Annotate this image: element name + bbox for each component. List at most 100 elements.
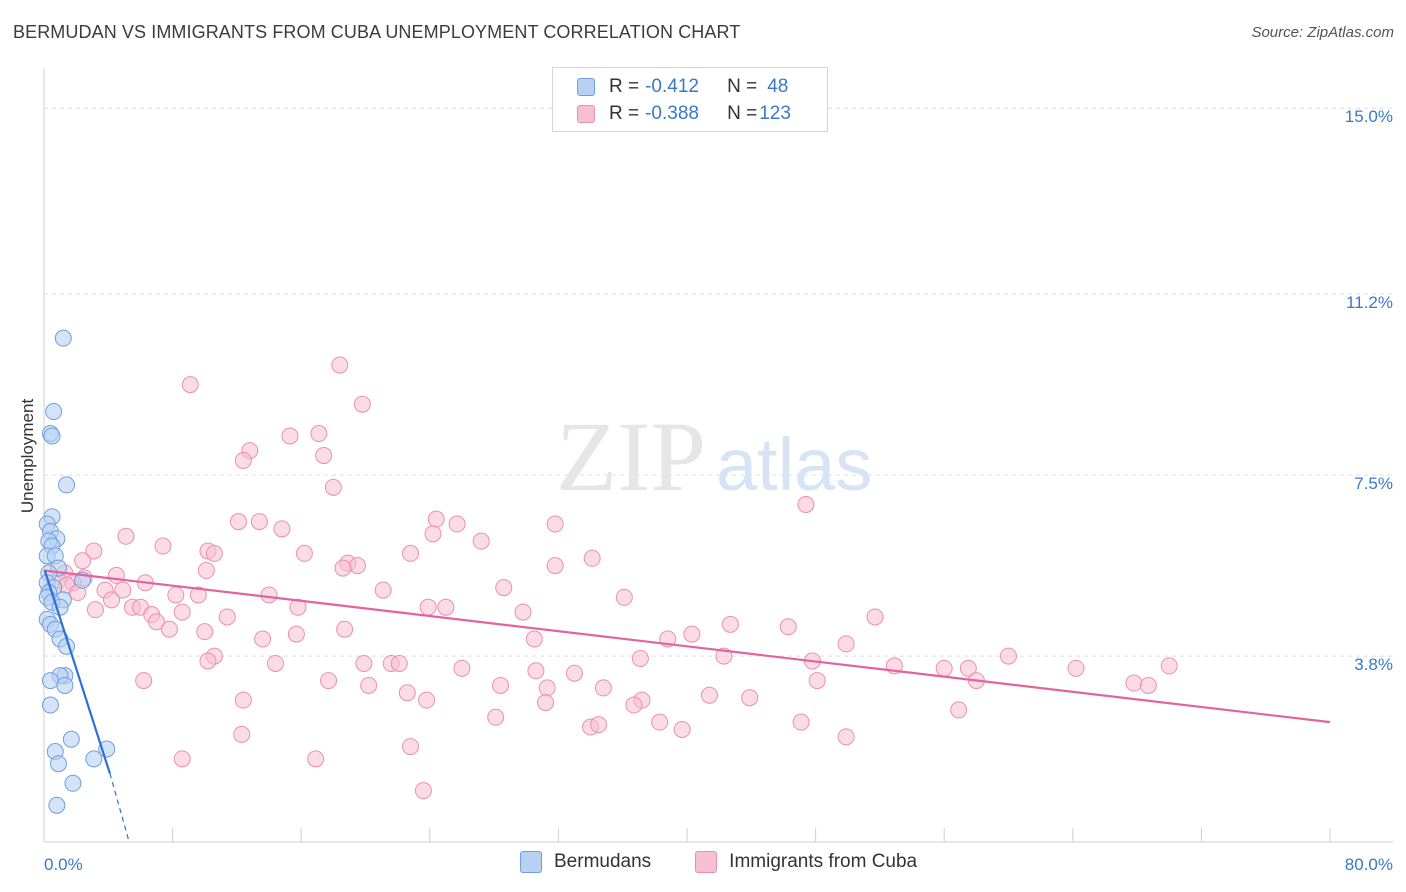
data-point-cuba [950, 701, 968, 719]
data-point-cuba [315, 447, 333, 465]
data-point-cuba [565, 664, 583, 682]
data-point-cuba [683, 625, 701, 643]
data-point-cuba [289, 598, 307, 616]
data-point-bermudans [85, 750, 103, 768]
data-point-cuba [546, 515, 564, 533]
data-point-cuba [360, 676, 378, 694]
watermark-atlas: atlas [716, 423, 872, 506]
data-point-cuba [196, 623, 214, 641]
data-point-cuba [437, 598, 455, 616]
data-point-cuba [189, 586, 207, 604]
data-point-cuba [1000, 647, 1017, 665]
y-tick-labels: 3.8% 7.5% 11.2% 15.0% [1345, 107, 1393, 674]
y-axis-label: Unemployment [18, 399, 37, 514]
data-point-bermudans [56, 676, 74, 694]
data-point-cuba [673, 720, 691, 738]
legend-item-bermudans: Bermudans [520, 851, 651, 873]
data-point-cuba [590, 716, 608, 734]
data-point-cuba [1139, 676, 1157, 694]
data-point-cuba [615, 588, 633, 606]
data-point-cuba [181, 376, 199, 394]
data-point-cuba [424, 525, 442, 543]
legend-row-bermudans: R = -0.412 N = 48 [577, 75, 788, 99]
data-point-cuba [234, 451, 252, 469]
data-point-bermudans [41, 696, 59, 714]
data-point-cuba [779, 618, 797, 636]
data-point-cuba [233, 725, 251, 743]
trend-line-bermudans [43, 570, 111, 774]
data-point-bermudans [58, 476, 76, 494]
data-point-cuba [334, 559, 352, 577]
data-point-cuba [254, 630, 272, 648]
legend-n-value: 123 [759, 103, 791, 124]
data-point-cuba [390, 654, 408, 672]
data-point-cuba [808, 672, 826, 690]
data-point-cuba [85, 542, 103, 560]
data-point-cuba [160, 620, 178, 638]
data-point-cuba [538, 679, 556, 697]
data-point-cuba [546, 557, 564, 575]
legend-r-value: -0.412 [645, 76, 699, 97]
data-point-cuba [250, 513, 268, 531]
data-point-cuba [472, 532, 490, 550]
data-point-cuba [837, 635, 855, 653]
data-point-cuba [205, 544, 223, 562]
data-point-cuba [418, 691, 436, 709]
data-point-cuba [273, 520, 291, 538]
legend-swatch-blue [577, 78, 595, 96]
legend-row-cuba: R = -0.388 N = 123 [577, 102, 791, 126]
data-point-cuba [320, 672, 338, 690]
trend-lines [43, 569, 1331, 843]
data-point-cuba [959, 659, 977, 677]
data-point-cuba [514, 603, 532, 621]
x-tick-label-max: 80.0% [1345, 855, 1393, 874]
y-tick-label: 15.0% [1345, 107, 1393, 126]
series-legend: Bermudans Immigrants from Cuba [520, 851, 961, 873]
data-point-cuba [414, 782, 432, 800]
data-point-cuba [148, 613, 166, 631]
legend-swatch-cuba [695, 851, 718, 873]
data-point-cuba [594, 679, 612, 697]
data-point-bermudans [62, 730, 80, 748]
data-point-cuba [287, 625, 305, 643]
data-point-cuba [651, 713, 669, 731]
legend-n-label: N = [727, 76, 758, 97]
data-point-cuba [218, 608, 236, 626]
data-point-cuba [103, 591, 121, 609]
data-point-cuba [448, 515, 466, 533]
data-point-cuba [310, 425, 328, 443]
data-point-cuba [135, 672, 153, 690]
data-point-cuba [721, 615, 739, 633]
data-point-cuba [427, 510, 445, 528]
data-point-cuba [701, 686, 719, 704]
data-point-bermudans [64, 774, 82, 792]
legend-label-cuba: Immigrants from Cuba [729, 851, 918, 872]
data-point-cuba [173, 603, 191, 621]
data-point-cuba [374, 581, 392, 599]
data-point-cuba [525, 630, 543, 648]
data-point-cuba [86, 601, 104, 619]
data-point-bermudans [43, 427, 61, 445]
data-point-cuba [324, 478, 342, 496]
data-point-cuba [1125, 674, 1143, 692]
data-point-cuba [230, 513, 248, 531]
data-point-cuba [866, 608, 884, 626]
legend-swatch-pink [577, 105, 595, 123]
x-tick-labels: 0.0% 80.0% [44, 855, 1393, 874]
data-point-bermudans [49, 755, 67, 773]
data-point-cuba [117, 527, 135, 545]
data-point-cuba [527, 662, 545, 680]
data-point-cuba [631, 650, 649, 668]
legend-swatch-bermudans [520, 851, 542, 873]
trend-line-cuba [43, 569, 1331, 724]
data-point-cuba [197, 562, 215, 580]
data-point-cuba [307, 750, 325, 768]
legend-r-value: -0.388 [645, 103, 699, 124]
data-point-cuba [281, 427, 299, 445]
trend-line-bermudans-extension [109, 773, 130, 843]
data-point-cuba [353, 395, 371, 413]
data-point-cuba [625, 696, 643, 714]
data-point-cuba [74, 552, 92, 570]
data-point-cuba [331, 356, 349, 374]
